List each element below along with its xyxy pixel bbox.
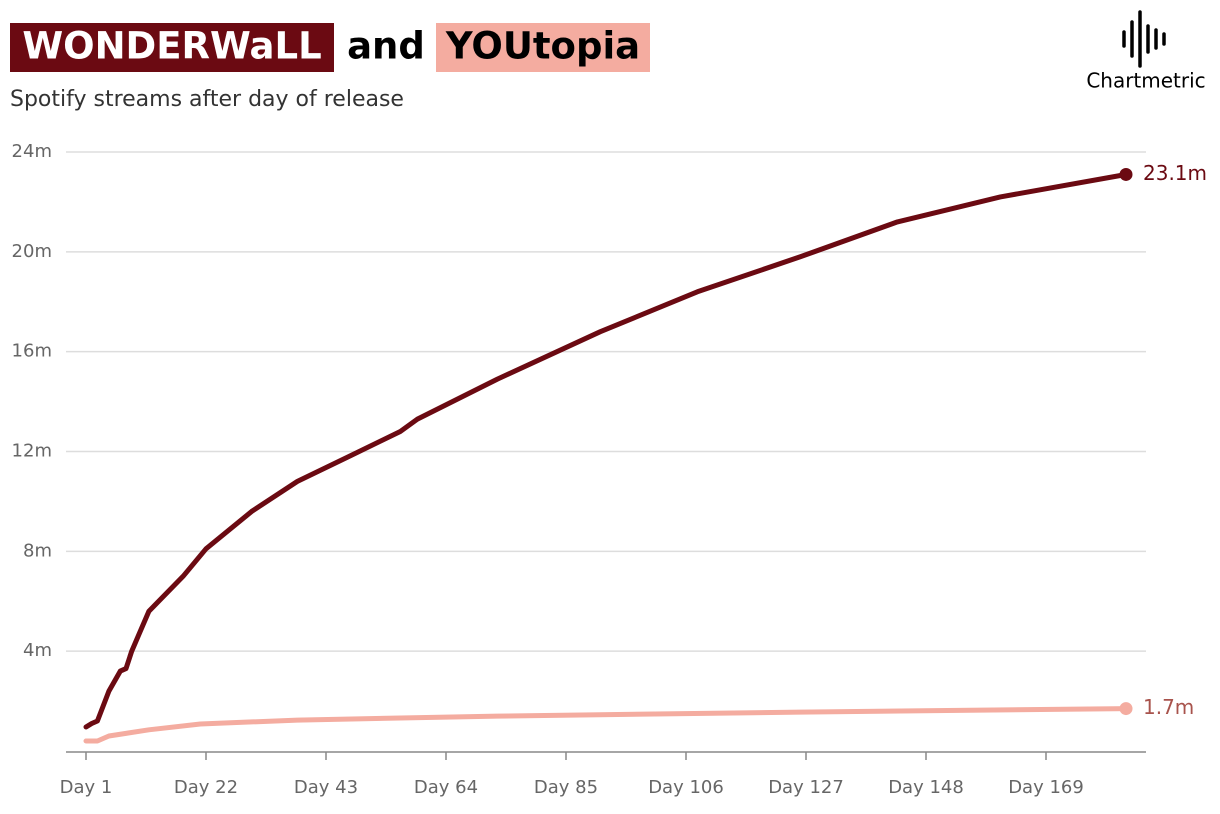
end-label: 1.7m — [1143, 695, 1194, 719]
x-tick-label: Day 1 — [60, 777, 113, 798]
x-tick-label: Day 148 — [888, 777, 964, 798]
series-line — [83, 172, 1129, 730]
brand: Chartmetric — [1086, 69, 1205, 93]
x-tick-label: Day 127 — [768, 777, 844, 798]
x-tick-label: Day 106 — [648, 777, 724, 798]
title-box — [10, 23, 334, 72]
y-tick-label: 12m — [12, 441, 52, 462]
brand-logo — [1122, 10, 1166, 68]
y-tick-label: 16m — [12, 341, 52, 362]
x-tick-label: Day 85 — [534, 777, 598, 798]
x-tick-label: Day 64 — [414, 777, 478, 798]
title-box — [436, 23, 650, 72]
y-tick-label: 4m — [23, 640, 52, 661]
end-point — [1119, 702, 1133, 716]
end-point — [1119, 167, 1133, 181]
x-tick-label: Day 43 — [294, 777, 358, 798]
title-series-2: YOUtopia — [445, 25, 640, 68]
y-tick-label: 20m — [12, 241, 52, 262]
end-label: 23.1m — [1143, 161, 1207, 185]
x-tick-label: Day 169 — [1008, 777, 1084, 798]
y-tick-label: 24m — [12, 141, 52, 162]
title-series-1: WONDERWaLL — [22, 25, 321, 68]
subtitle: Spotify streams after day of release — [10, 87, 404, 112]
title-join: and — [347, 25, 425, 68]
x-tick-label: Day 22 — [174, 777, 238, 798]
y-tick-label: 8m — [23, 540, 52, 561]
series-line — [83, 706, 1129, 744]
